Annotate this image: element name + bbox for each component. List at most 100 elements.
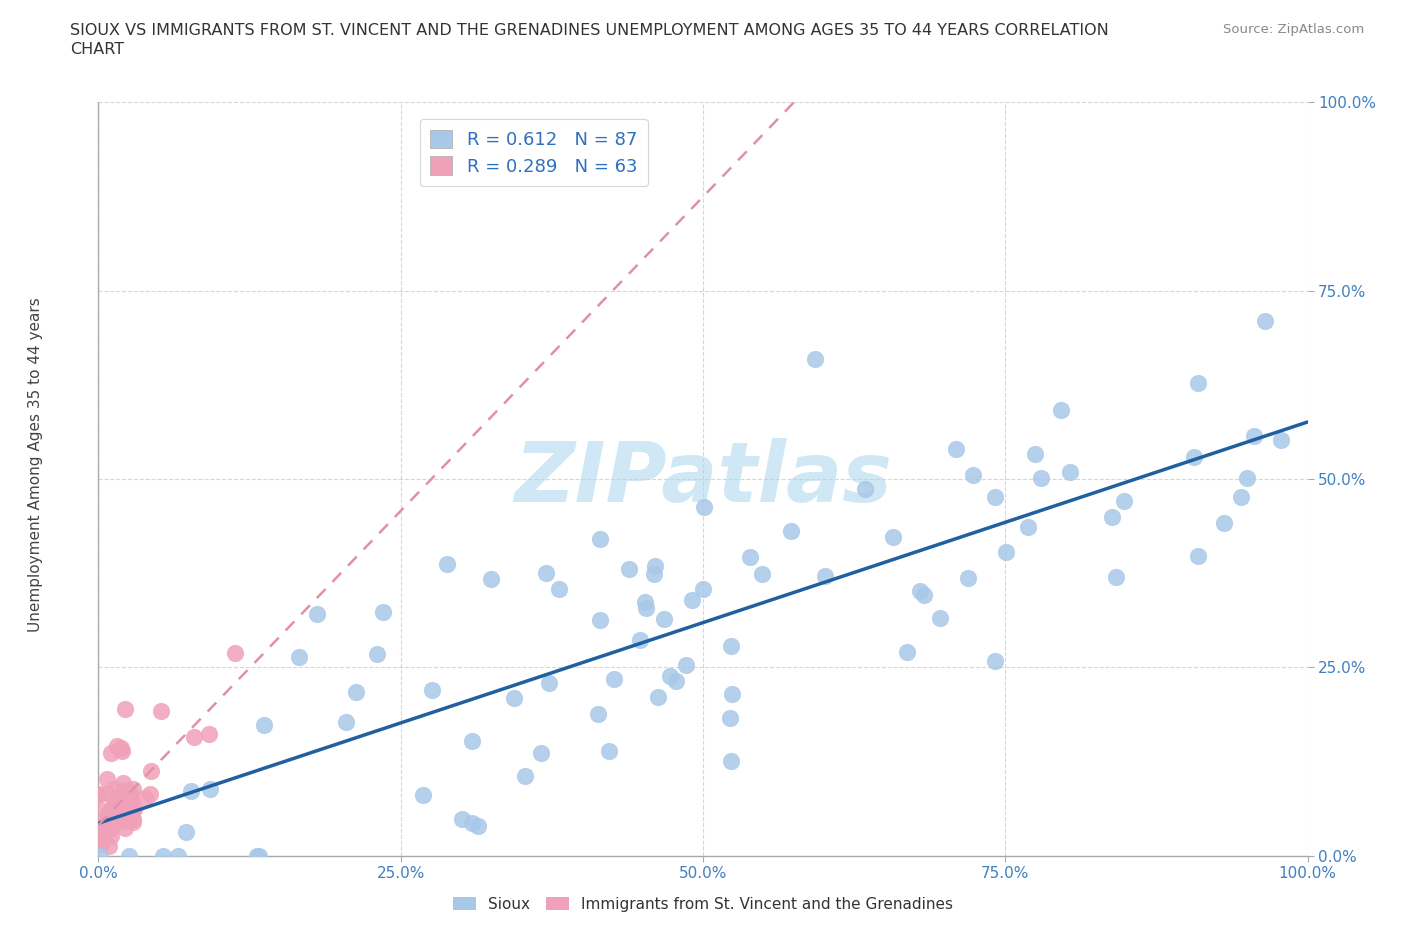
Point [420, 682, 443, 697]
Point [957, 571, 980, 586]
Point [929, 610, 952, 625]
Point [548, 581, 571, 596]
Point [98, 821, 121, 836]
Point [461, 816, 484, 830]
Point [134, 790, 156, 805]
Point [589, 612, 612, 627]
Point [1270, 433, 1292, 448]
Point [121, 815, 143, 830]
Point [738, 550, 761, 565]
Point [1254, 313, 1277, 328]
Point [110, 795, 132, 810]
Point [617, 561, 640, 576]
Text: SIOUX VS IMMIGRANTS FROM ST. VINCENT AND THE GRENADINES UNEMPLOYMENT AMONG AGES : SIOUX VS IMMIGRANTS FROM ST. VINCENT AND… [70, 23, 1109, 38]
Point [111, 744, 134, 759]
Point [97, 822, 120, 837]
Point [122, 782, 145, 797]
Point [115, 789, 138, 804]
Point [152, 848, 174, 863]
Point [1059, 464, 1081, 479]
Point [804, 352, 827, 366]
Point [98, 838, 121, 853]
Point [104, 796, 127, 811]
Point [502, 691, 524, 706]
Point [246, 848, 269, 863]
Point [97, 806, 120, 821]
Point [983, 490, 1005, 505]
Point [1187, 375, 1209, 390]
Point [335, 714, 357, 729]
Point [87, 829, 110, 844]
Point [530, 746, 553, 761]
Point [720, 753, 742, 768]
Point [718, 711, 741, 725]
Point [104, 782, 127, 797]
Legend: R = 0.612   N = 87, R = 0.289   N = 63: R = 0.612 N = 87, R = 0.289 N = 63 [419, 119, 648, 186]
Point [117, 787, 139, 802]
Point [111, 776, 134, 790]
Point [105, 738, 128, 753]
Point [111, 798, 134, 813]
Point [89, 823, 111, 838]
Point [643, 566, 665, 581]
Point [1213, 515, 1236, 530]
Point [115, 806, 138, 821]
Point [112, 786, 135, 801]
Point [692, 582, 714, 597]
Point [945, 442, 967, 457]
Point [1187, 549, 1209, 564]
Point [634, 594, 657, 609]
Point [721, 687, 744, 702]
Point [536, 566, 558, 581]
Point [1017, 519, 1039, 534]
Point [120, 786, 142, 801]
Point [287, 650, 309, 665]
Point [658, 669, 681, 684]
Point [90, 837, 112, 852]
Point [141, 764, 163, 778]
Point [112, 811, 135, 826]
Point [87, 787, 110, 802]
Point [183, 729, 205, 744]
Point [114, 701, 136, 716]
Point [96, 816, 118, 830]
Point [1050, 403, 1073, 418]
Point [117, 848, 139, 863]
Point [515, 769, 537, 784]
Point [150, 703, 173, 718]
Point [896, 644, 918, 659]
Point [665, 673, 688, 688]
Point [112, 800, 135, 815]
Text: Source: ZipAtlas.com: Source: ZipAtlas.com [1223, 23, 1364, 36]
Point [110, 814, 132, 829]
Point [962, 467, 984, 482]
Point [908, 584, 931, 599]
Point [436, 557, 458, 572]
Point [644, 559, 666, 574]
Point [751, 566, 773, 581]
Point [138, 786, 160, 801]
Point [647, 689, 669, 704]
Point [467, 818, 489, 833]
Point [1114, 494, 1136, 509]
Point [479, 571, 502, 586]
Point [634, 601, 657, 616]
Point [253, 717, 276, 732]
Point [1031, 471, 1053, 485]
Point [87, 828, 110, 843]
Point [1243, 429, 1265, 444]
Point [96, 772, 118, 787]
Point [1230, 490, 1253, 505]
Point [180, 784, 202, 799]
Point [114, 821, 136, 836]
Legend: Sioux, Immigrants from St. Vincent and the Grenadines: Sioux, Immigrants from St. Vincent and t… [447, 890, 959, 918]
Point [586, 707, 609, 722]
Point [412, 787, 434, 802]
Point [98, 817, 121, 831]
Point [720, 638, 742, 653]
Point [90, 836, 112, 851]
Point [1024, 446, 1046, 461]
Point [994, 544, 1017, 559]
Point [117, 812, 139, 827]
Text: ZIPatlas: ZIPatlas [515, 438, 891, 520]
